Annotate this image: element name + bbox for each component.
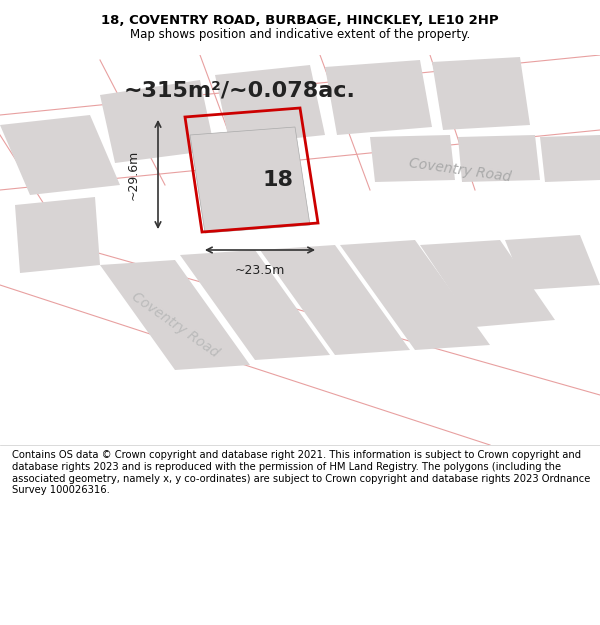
Polygon shape [420,240,555,327]
Text: ~29.6m: ~29.6m [127,149,140,199]
Text: Map shows position and indicative extent of the property.: Map shows position and indicative extent… [130,28,470,41]
Polygon shape [370,135,455,182]
Text: ~23.5m: ~23.5m [235,264,285,277]
Polygon shape [432,57,530,130]
Text: Coventry Road: Coventry Road [408,156,512,184]
Polygon shape [15,197,100,273]
Polygon shape [100,80,215,163]
Text: Contains OS data © Crown copyright and database right 2021. This information is : Contains OS data © Crown copyright and d… [12,451,590,495]
Polygon shape [325,60,432,135]
Text: ~315m²/~0.078ac.: ~315m²/~0.078ac. [124,80,356,100]
Polygon shape [540,135,600,182]
Polygon shape [190,127,310,233]
Polygon shape [215,65,325,145]
Text: 18: 18 [263,170,293,190]
Polygon shape [180,250,330,360]
Polygon shape [260,245,410,355]
Polygon shape [505,235,600,290]
Polygon shape [100,260,250,370]
Polygon shape [0,115,120,195]
Text: 18, COVENTRY ROAD, BURBAGE, HINCKLEY, LE10 2HP: 18, COVENTRY ROAD, BURBAGE, HINCKLEY, LE… [101,14,499,27]
Text: Coventry Road: Coventry Road [129,290,221,360]
Polygon shape [458,135,540,182]
Polygon shape [340,240,490,350]
